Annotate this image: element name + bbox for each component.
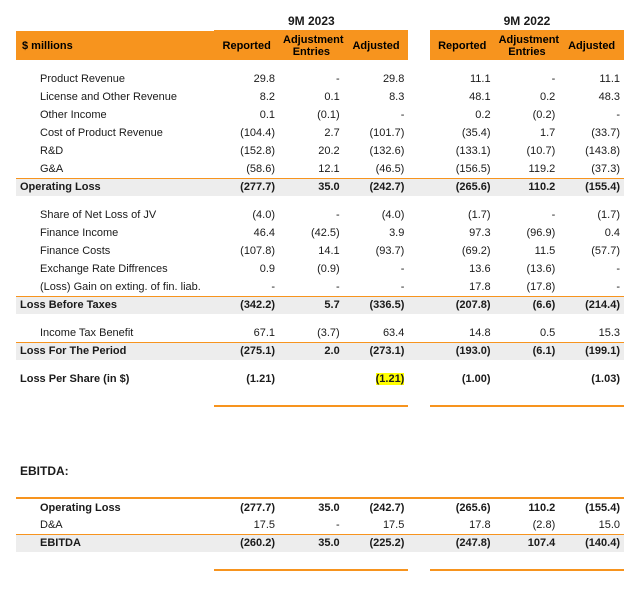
highlighted-lps: (1.21) xyxy=(376,373,405,385)
col-adjusted-b: Adjusted xyxy=(559,31,624,60)
row-product-revenue: Product Revenue 29.8-29.8 11.1-11.1 xyxy=(16,70,624,88)
row-ebitda-total: EBITDA (260.2)35.0(225.2) (247.8)107.4(1… xyxy=(16,534,624,552)
row-operating-loss: Operating Loss (277.7)35.0(242.7) (265.6… xyxy=(16,178,624,196)
row-ebitda-da: D&A 17.5-17.5 17.8(2.8)15.0 xyxy=(16,516,624,534)
row-cogs: Cost of Product Revenue (104.4)2.7(101.7… xyxy=(16,124,624,142)
col-adjent-b: Adjustment Entries xyxy=(495,31,560,60)
row-rnd: R&D (152.8)20.2(132.6) (133.1)(10.7)(143… xyxy=(16,142,624,160)
period-2022: 9M 2022 xyxy=(430,12,624,31)
col-reported-a: Reported xyxy=(214,31,279,60)
row-loss-before-taxes: Loss Before Taxes (342.2)5.7(336.5) (207… xyxy=(16,296,624,314)
row-other-income: Other Income 0.1(0.1)- 0.2(0.2)- xyxy=(16,106,624,124)
col-reported-b: Reported xyxy=(430,31,495,60)
col-adjent-a: Adjustment Entries xyxy=(279,31,344,60)
row-loss-per-share: Loss Per Share (in $) (1.21) (1.21) (1.0… xyxy=(16,370,624,388)
units-label: $ millions xyxy=(16,31,214,60)
financial-table: 9M 2023 9M 2022 $ millions Reported Adju… xyxy=(16,12,624,571)
row-exting: (Loss) Gain on exting. of fin. liab. ---… xyxy=(16,278,624,296)
ebitda-title-row: EBITDA: xyxy=(16,462,624,480)
row-jv: Share of Net Loss of JV (4.0)-(4.0) (1.7… xyxy=(16,206,624,224)
row-loss-for-period: Loss For The Period (275.1)2.0(273.1) (1… xyxy=(16,342,624,360)
row-finance-income: Finance Income 46.4(42.5)3.9 97.3(96.9)0… xyxy=(16,224,624,242)
row-license-revenue: License and Other Revenue 8.20.18.3 48.1… xyxy=(16,88,624,106)
col-adjusted-a: Adjusted xyxy=(344,31,409,60)
row-finance-costs: Finance Costs (107.8)14.1(93.7) (69.2)11… xyxy=(16,242,624,260)
row-tax-benefit: Income Tax Benefit 67.1(3.7)63.4 14.80.5… xyxy=(16,324,624,342)
row-fx: Exchange Rate Diffrences 0.9(0.9)- 13.6(… xyxy=(16,260,624,278)
period-2023: 9M 2023 xyxy=(214,12,408,31)
row-gna: G&A (58.6)12.1(46.5) (156.5)119.2(37.3) xyxy=(16,160,624,178)
